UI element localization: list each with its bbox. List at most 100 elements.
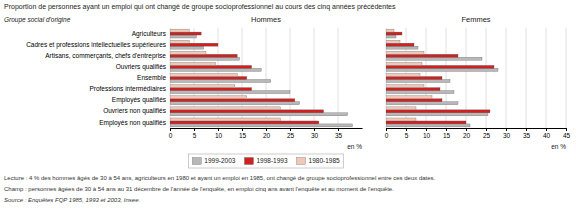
x-tick-mark [566,128,567,131]
bars [386,29,498,127]
x-tick: 0 [385,128,389,139]
y-tick: Employés qualifiés [112,96,167,104]
y-tick-label: Ouvriers non qualifiés [103,107,167,115]
x-tick: 20 [263,128,271,139]
y-tick: Agriculteurs [132,30,167,38]
y-tick-label: Artisans, commerçants, chefs d'entrepris… [45,52,166,60]
bar [170,99,295,102]
bar [386,74,420,77]
x-axis-label: en % [551,143,566,150]
bar [386,110,490,113]
bar [386,65,494,68]
bar [170,110,324,113]
bar [386,62,422,65]
y-tick-label: Professions intermédiaires [89,85,166,92]
y-tick-label: Ensemble [137,74,166,81]
x-tick-label: 40 [543,132,551,139]
x-tick-mark [546,128,547,131]
x-tick-mark [314,128,315,131]
x-tick: 0 [169,128,173,139]
panel: 0 5 10 15 20 25 30 35 AgriculteursCadres et prof… [4,15,363,168]
x-tick-label: 35 [335,132,343,139]
bar [170,40,189,43]
bar [170,113,348,116]
y-tick: Ouvriers non qualifiés [103,107,167,115]
x-tick-mark [386,128,387,131]
bar [386,51,424,54]
legend-item: 1980-1985 [297,157,340,164]
x-tick-label: 25 [287,132,295,139]
bar [386,107,416,110]
bar [386,88,440,91]
x-tick-label: 10 [215,132,223,139]
x-tick-label: 30 [311,132,319,139]
x-tick: 5 [405,128,409,139]
bar [170,124,352,127]
y-tick: Professions intermédiaires [89,85,166,92]
bar [386,77,442,80]
y-tick: Artisans, commerçants, chefs d'entrepris… [45,52,166,60]
bar [386,91,454,94]
panel: 051015202530354045Femmesen % [385,15,571,150]
legend-label: 1980-1985 [309,157,340,164]
x-tick: 15 [239,128,247,139]
x-tick-label: 5 [405,132,409,139]
x-tick: 40 [543,128,551,139]
panel-title: Hommes [251,15,281,24]
y-tick-label: Employés non qualifiés [99,119,167,127]
bar [386,40,400,43]
x-tick: 45 [563,128,571,139]
x-tick-mark [218,128,219,131]
x-tick-mark [338,128,339,131]
x-tick-label: 45 [563,132,571,139]
bar [386,32,402,35]
y-axis-label: Groupe social d'origine [4,16,71,24]
bar [170,77,247,80]
x-tick: 35 [523,128,531,139]
bar [386,124,470,127]
x-tick-mark [466,128,467,131]
x-tick-mark [446,128,447,131]
x-tick: 5 [193,128,197,139]
x-tick-mark [194,128,195,131]
x-tick-label: 0 [169,132,173,139]
legend-label: 1999-2003 [204,157,235,164]
y-axis: AgriculteursCadres et professions intell… [26,30,167,127]
y-tick-label: Ouvriers qualifiés [116,63,167,71]
x-tick-mark [170,128,171,131]
legend: 1999-20031998-19931980-1985 [188,154,343,168]
legend-swatch [244,158,253,165]
bar [386,54,458,57]
x-tick-mark [290,128,291,131]
x-tick-mark [242,128,243,131]
y-tick-label: Agriculteurs [132,30,167,38]
title: Proportion de personnes ayant un emploi … [4,3,396,11]
bar [386,79,450,82]
bar [170,35,196,38]
bar [170,96,247,99]
bar [170,62,216,65]
bar [170,54,237,57]
x-tick-mark [526,128,527,131]
grid-line [506,28,507,128]
bar [170,79,271,82]
x-tick-label: 5 [193,132,197,139]
bar [170,57,240,60]
bar [386,43,414,46]
legend-frame [188,154,343,168]
bar [170,46,204,49]
bar [170,29,189,32]
grid-line [566,28,567,128]
bar [170,32,201,35]
x-tick-label: 35 [523,132,531,139]
grid-line [546,28,547,128]
bar [170,121,319,124]
bar [170,85,235,88]
x-axis-line [387,128,567,129]
x-tick-label: 25 [483,132,491,139]
y-tick: Employés non qualifiés [99,119,167,127]
bar [386,68,498,71]
bar [170,74,237,77]
x-tick: 35 [335,128,343,139]
x-tick-mark [486,128,487,131]
